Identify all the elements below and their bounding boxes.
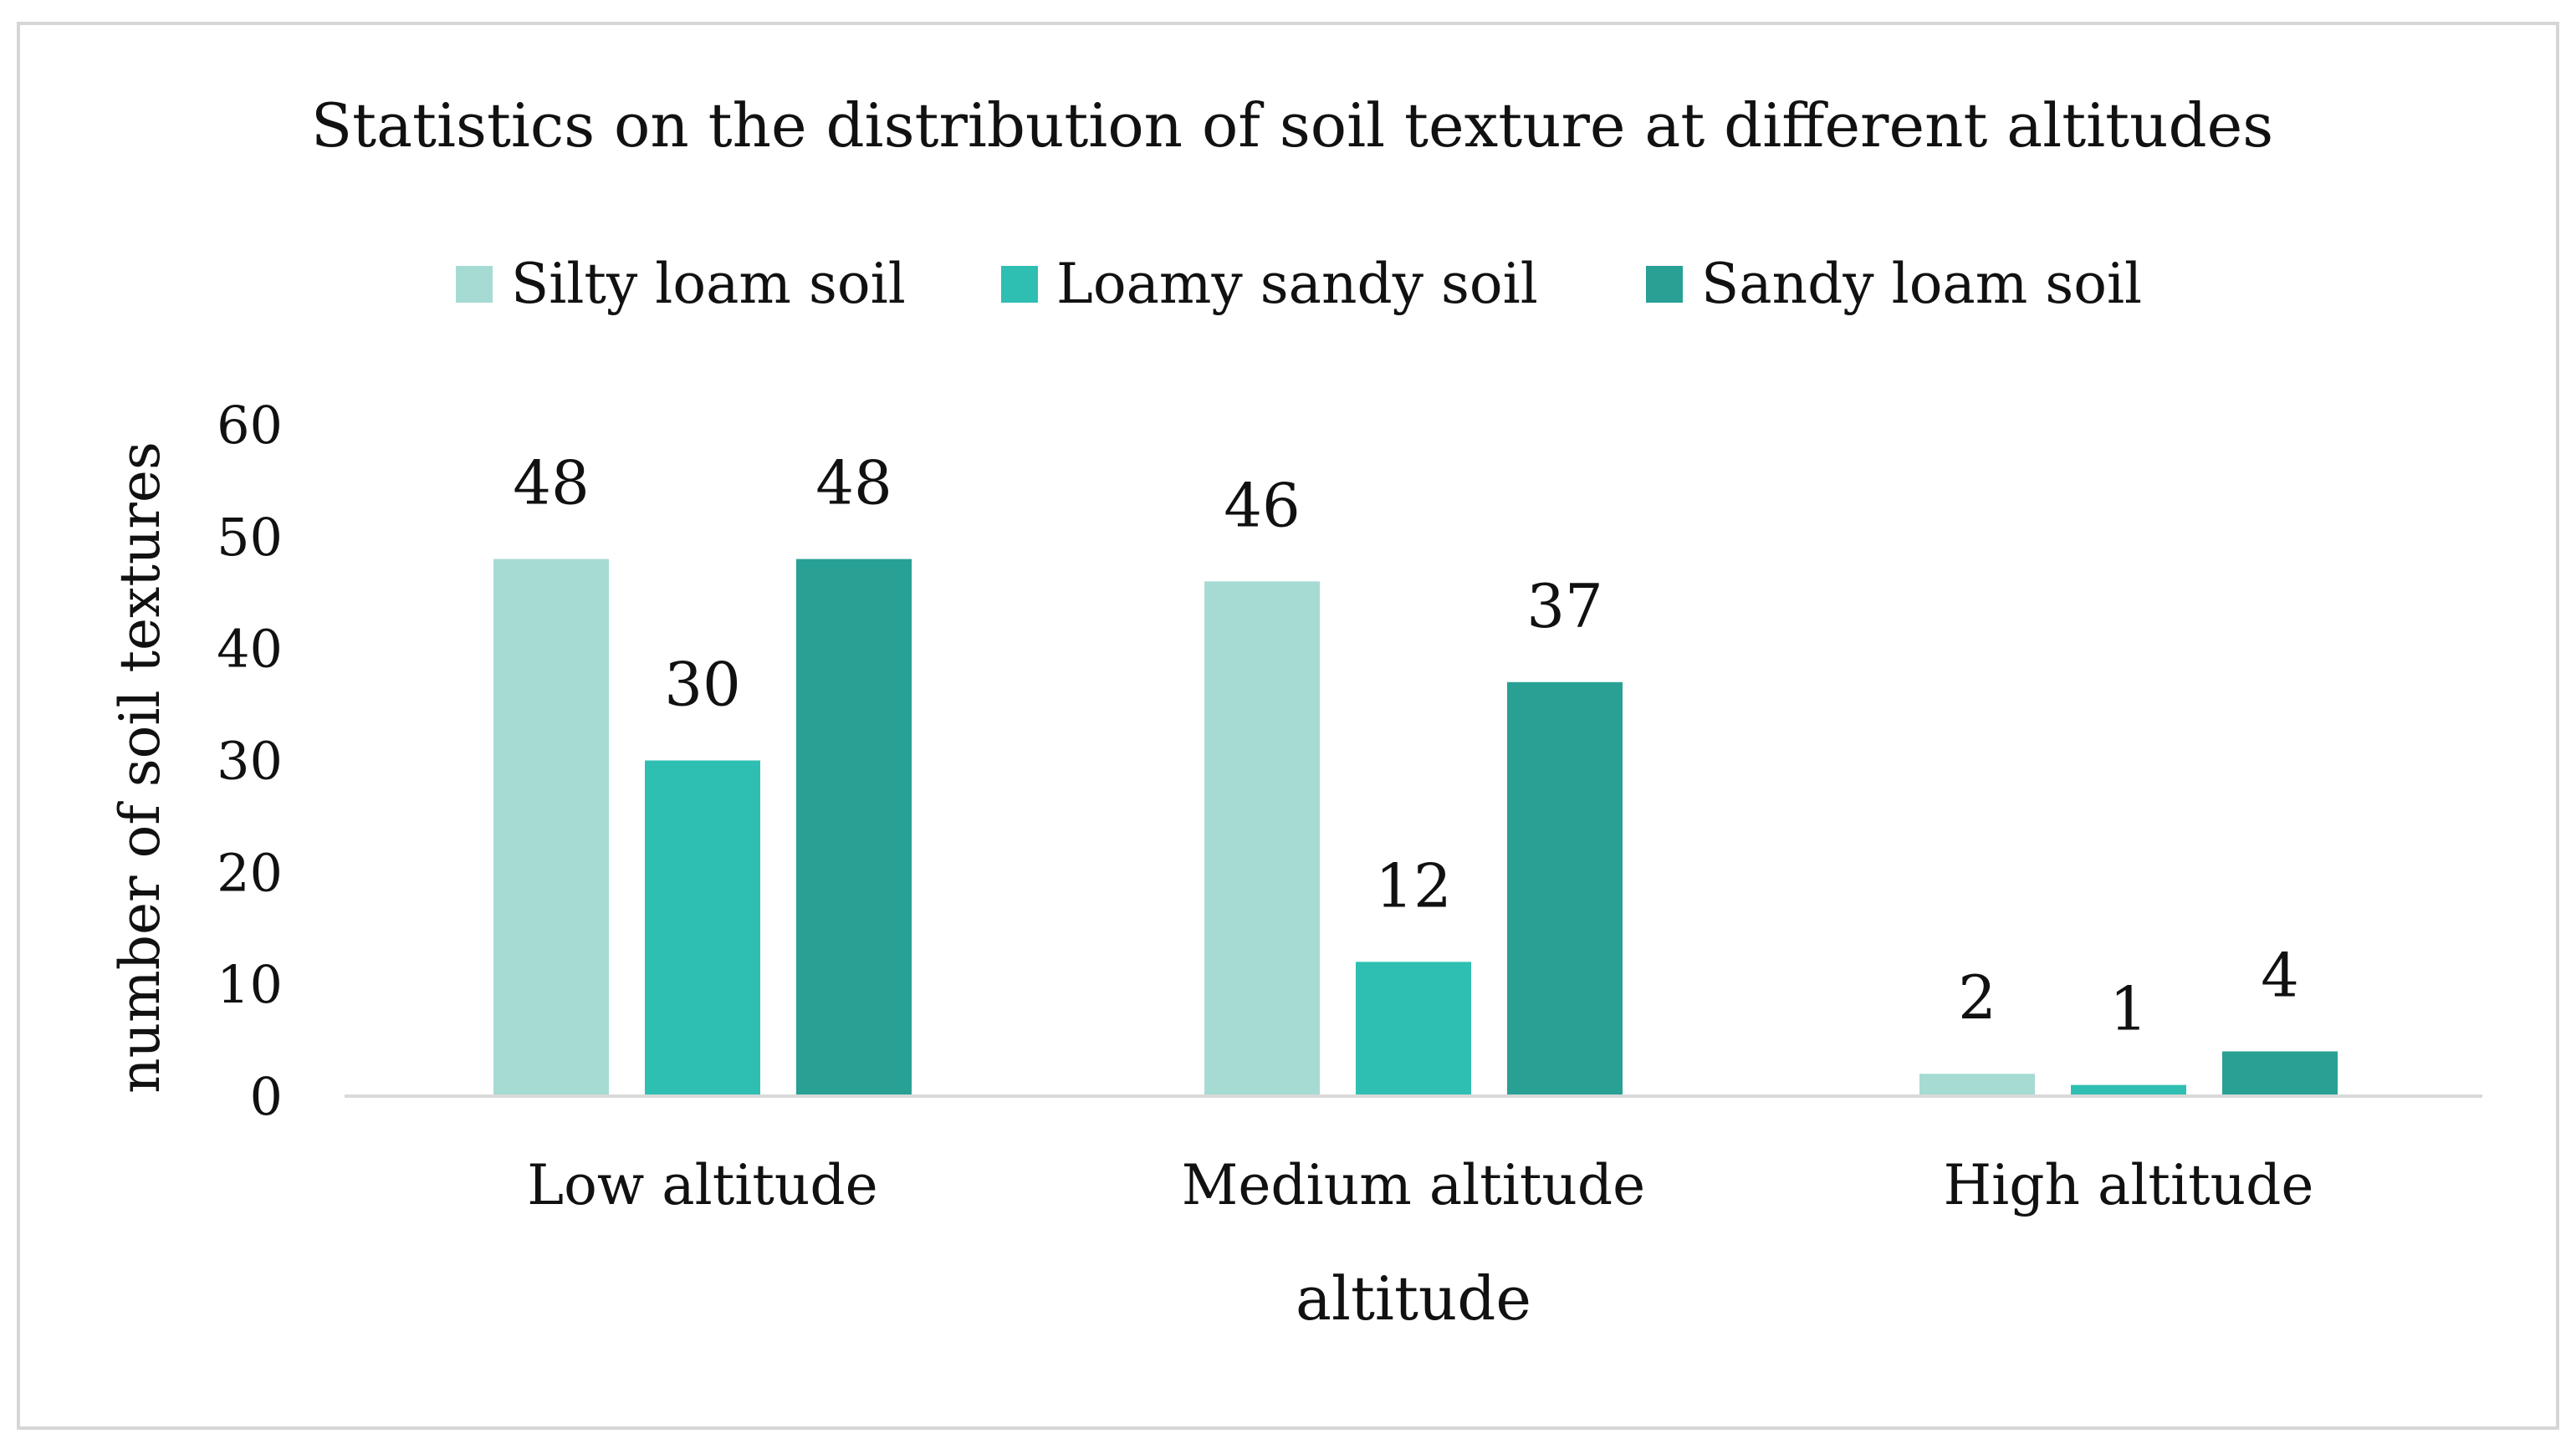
legend-item-silty-loam-soil[interactable]: Silty loam soil [456,252,906,316]
data-label-sandy-loam-soil-medium-altitude: 37 [1526,571,1603,641]
bar-sandy-loam-soil-low-altitude[interactable] [796,559,912,1096]
bar-silty-loam-soil-low-altitude[interactable] [493,559,609,1096]
x-tick-label-high-altitude: High altitude [1944,1153,2314,1217]
bar-sandy-loam-soil-medium-altitude[interactable] [1507,681,1623,1096]
x-axis: Low altitude Medium altitude High altitude [527,1153,2313,1217]
data-label-sandy-loam-soil-high-altitude: 4 [2261,940,2299,1010]
data-labels-group: 48 30 48 46 12 37 2 1 4 [513,448,2299,1044]
legend-swatch-sandy-loam-soil [1646,266,1683,303]
data-label-loamy-sandy-soil-high-altitude: 1 [2109,974,2148,1044]
y-tick-label-40: 40 [217,619,283,680]
legend-label-sandy-loam-soil: Sandy loam soil [1701,252,2142,316]
x-axis-label: altitude [1296,1263,1531,1334]
legend-swatch-silty-loam-soil [456,266,493,303]
legend-item-loamy-sandy-soil[interactable]: Loamy sandy soil [1001,252,1538,316]
x-tick-label-low-altitude: Low altitude [527,1153,877,1217]
chart-title: Statistics on the distribution of soil t… [311,90,2273,161]
y-axis-label: number of soil textures [108,441,172,1094]
legend-label-loamy-sandy-soil: Loamy sandy soil [1056,252,1538,316]
legend-swatch-loamy-sandy-soil [1001,266,1038,303]
y-tick-label-0: 0 [250,1066,283,1127]
bar-sandy-loam-soil-high-altitude[interactable] [2222,1051,2338,1096]
y-tick-label-50: 50 [217,507,283,568]
legend: Silty loam soil Loamy sandy soil Sandy loa… [456,252,2142,316]
bar-loamy-sandy-soil-low-altitude[interactable] [645,760,760,1097]
bar-silty-loam-soil-medium-altitude[interactable] [1204,581,1320,1096]
data-label-silty-loam-soil-low-altitude: 48 [513,448,590,518]
bar-loamy-sandy-soil-medium-altitude[interactable] [1356,962,1471,1096]
y-axis: 0 10 20 30 40 50 60 [217,395,283,1127]
bar-loamy-sandy-soil-high-altitude[interactable] [2071,1084,2186,1096]
y-tick-label-10: 10 [217,954,283,1015]
data-label-loamy-sandy-soil-medium-altitude: 12 [1375,850,1452,921]
y-tick-label-60: 60 [217,395,283,456]
y-tick-label-20: 20 [217,842,283,903]
data-label-sandy-loam-soil-low-altitude: 48 [815,448,892,518]
data-label-silty-loam-soil-high-altitude: 2 [1958,962,1996,1033]
x-tick-label-medium-altitude: Medium altitude [1182,1153,1646,1217]
bars-group [493,559,2338,1096]
data-label-loamy-sandy-soil-low-altitude: 30 [664,650,741,720]
legend-label-silty-loam-soil: Silty loam soil [511,252,906,316]
legend-item-sandy-loam-soil[interactable]: Sandy loam soil [1646,252,2142,316]
y-tick-label-30: 30 [217,731,283,792]
bar-silty-loam-soil-high-altitude[interactable] [1919,1074,2035,1096]
data-label-silty-loam-soil-medium-altitude: 46 [1224,470,1301,540]
